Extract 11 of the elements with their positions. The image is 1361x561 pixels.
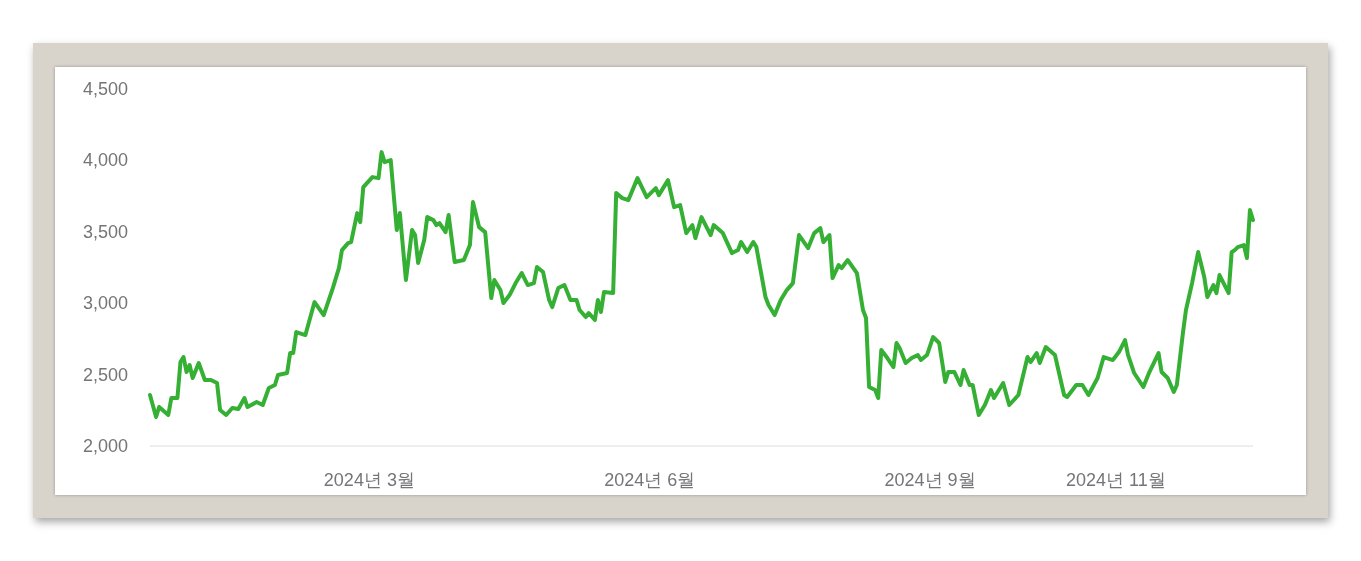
y-tick-label: 3,500 <box>82 221 128 242</box>
x-tick-label: 2024년 3월 <box>323 470 415 490</box>
x-tick-label: 2024년 9월 <box>884 470 976 490</box>
y-tick-label: 2,000 <box>82 436 128 456</box>
y-tick-label: 2,500 <box>82 364 128 385</box>
y-tick-label: 4,500 <box>82 79 128 99</box>
x-tick-label: 2024년 11월 <box>1066 470 1166 490</box>
line-series <box>148 150 1255 420</box>
y-tick-label: 4,000 <box>82 150 128 171</box>
x-tick-label: 2024년 6월 <box>604 470 696 490</box>
y-tick-label: 3,000 <box>82 293 128 314</box>
